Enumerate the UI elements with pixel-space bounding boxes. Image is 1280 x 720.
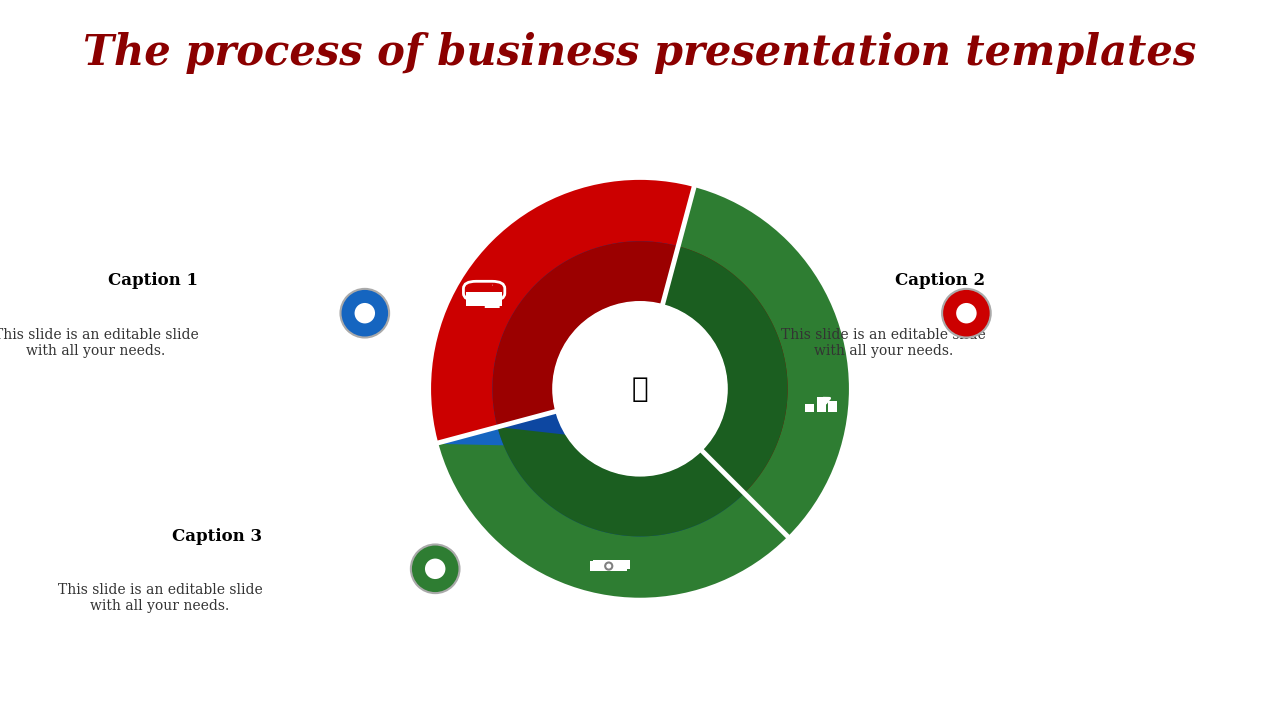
Polygon shape bbox=[493, 241, 787, 493]
Text: Caption 2: Caption 2 bbox=[896, 272, 986, 289]
Ellipse shape bbox=[355, 303, 375, 323]
Polygon shape bbox=[428, 176, 852, 539]
Text: Caption 1: Caption 1 bbox=[109, 272, 198, 289]
Text: The process of business presentation templates: The process of business presentation tem… bbox=[83, 32, 1197, 74]
Text: ▬: ▬ bbox=[483, 294, 500, 312]
Bar bbox=[466, 292, 503, 306]
Bar bbox=[817, 397, 826, 413]
Text: 🤝: 🤝 bbox=[632, 375, 648, 402]
Text: Caption 3: Caption 3 bbox=[173, 528, 262, 545]
Bar bbox=[590, 562, 627, 571]
Ellipse shape bbox=[411, 544, 460, 593]
Bar bbox=[805, 404, 814, 413]
Bar bbox=[828, 401, 837, 413]
Polygon shape bbox=[493, 241, 745, 536]
Ellipse shape bbox=[956, 303, 977, 323]
Text: This slide is an editable slide
with all your needs.: This slide is an editable slide with all… bbox=[58, 583, 262, 613]
Ellipse shape bbox=[942, 289, 991, 338]
Bar bbox=[593, 559, 630, 570]
Text: This slide is an editable slide
with all your needs.: This slide is an editable slide with all… bbox=[781, 328, 986, 358]
Ellipse shape bbox=[425, 559, 445, 579]
Ellipse shape bbox=[340, 289, 389, 338]
Ellipse shape bbox=[553, 302, 727, 475]
Polygon shape bbox=[498, 246, 787, 536]
Text: This slide is an editable slide
with all your needs.: This slide is an editable slide with all… bbox=[0, 328, 198, 358]
Polygon shape bbox=[435, 184, 852, 601]
Polygon shape bbox=[428, 176, 790, 601]
